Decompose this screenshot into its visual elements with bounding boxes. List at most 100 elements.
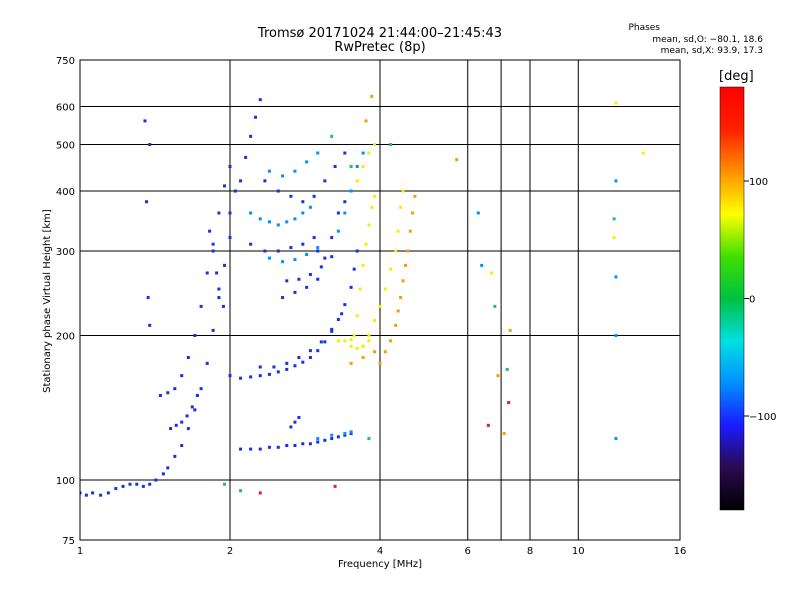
data-point bbox=[249, 134, 253, 138]
data-point bbox=[285, 279, 289, 283]
data-point bbox=[301, 200, 305, 204]
data-point bbox=[355, 164, 359, 168]
data-point bbox=[267, 256, 271, 260]
data-point bbox=[289, 194, 293, 198]
data-point bbox=[293, 258, 297, 262]
data-point bbox=[293, 169, 297, 173]
data-point bbox=[148, 482, 152, 486]
data-point bbox=[169, 427, 173, 431]
data-point bbox=[293, 444, 297, 448]
data-point bbox=[276, 189, 280, 193]
data-point bbox=[205, 361, 209, 365]
data-point bbox=[340, 312, 344, 316]
data-point bbox=[349, 164, 353, 168]
data-point bbox=[336, 229, 340, 233]
data-point bbox=[285, 361, 289, 365]
x-axis-ticks: 1 2 4 6 8 10 16 bbox=[77, 546, 687, 557]
data-point bbox=[258, 491, 262, 495]
data-point bbox=[330, 327, 334, 331]
colorbar-tick-label: −100 bbox=[749, 412, 776, 423]
data-point bbox=[233, 189, 237, 193]
data-point bbox=[301, 211, 305, 215]
x-tick-label: 10 bbox=[572, 546, 585, 557]
data-point bbox=[378, 304, 382, 308]
data-point bbox=[211, 328, 215, 332]
phase-colorbar bbox=[719, 86, 745, 511]
data-point bbox=[394, 249, 398, 253]
data-point bbox=[293, 364, 297, 368]
data-point bbox=[253, 115, 257, 119]
data-point bbox=[91, 491, 95, 495]
data-point bbox=[193, 334, 197, 338]
x-tick-label: 4 bbox=[377, 546, 383, 557]
colorbar-tick-label: 0 bbox=[749, 295, 755, 306]
data-point bbox=[614, 275, 618, 279]
x-axis-label: Frequency [MHz] bbox=[337, 559, 423, 570]
data-point bbox=[84, 493, 88, 497]
x-tick-label: 8 bbox=[527, 546, 533, 557]
data-point bbox=[336, 435, 340, 439]
data-point bbox=[308, 355, 312, 359]
y-tick-label: 500 bbox=[56, 141, 75, 152]
data-point bbox=[180, 444, 184, 448]
data-point bbox=[258, 374, 262, 378]
data-point bbox=[343, 432, 347, 436]
data-point bbox=[413, 194, 417, 198]
data-point bbox=[490, 271, 494, 275]
data-point bbox=[508, 328, 512, 332]
y-tick-label: 400 bbox=[56, 187, 75, 198]
data-point bbox=[281, 174, 285, 178]
data-point bbox=[305, 253, 309, 257]
data-point bbox=[285, 220, 289, 224]
data-point bbox=[614, 334, 618, 338]
data-point bbox=[349, 430, 353, 434]
data-point bbox=[367, 223, 371, 227]
data-point bbox=[480, 263, 484, 267]
data-point bbox=[367, 334, 371, 338]
data-point bbox=[293, 290, 297, 294]
data-point bbox=[308, 442, 312, 446]
data-point bbox=[330, 236, 334, 240]
colorbar-tick-label: 100 bbox=[749, 177, 768, 188]
data-point bbox=[361, 151, 365, 155]
y-tick-label: 750 bbox=[56, 56, 75, 67]
data-point bbox=[316, 246, 320, 250]
data-point bbox=[180, 420, 184, 424]
data-point bbox=[641, 151, 645, 155]
data-point bbox=[336, 339, 340, 343]
data-point bbox=[228, 374, 232, 378]
data-point bbox=[305, 160, 309, 164]
data-point bbox=[217, 211, 221, 215]
data-point bbox=[186, 355, 190, 359]
data-point bbox=[223, 482, 227, 486]
data-point bbox=[323, 438, 327, 442]
data-point bbox=[408, 229, 412, 233]
chart-subtitle: RwPretec (8p) bbox=[334, 40, 426, 55]
data-point bbox=[502, 432, 506, 436]
data-point bbox=[263, 249, 267, 253]
data-point bbox=[249, 242, 253, 246]
data-point bbox=[361, 164, 365, 168]
data-point bbox=[312, 194, 316, 198]
data-point bbox=[297, 355, 301, 359]
data-point bbox=[297, 277, 301, 281]
data-point bbox=[389, 143, 393, 147]
data-point bbox=[349, 361, 353, 365]
data-point bbox=[276, 249, 280, 253]
data-point bbox=[330, 433, 334, 437]
data-point bbox=[146, 296, 150, 300]
data-point bbox=[272, 365, 276, 369]
data-point bbox=[174, 423, 178, 427]
data-point bbox=[396, 229, 400, 233]
data-point bbox=[612, 217, 616, 221]
data-point bbox=[267, 169, 271, 173]
phase-stats-o-mode: mean, sd,O: −80.1, 18.6 bbox=[652, 35, 763, 45]
data-point bbox=[361, 355, 365, 359]
data-point bbox=[394, 323, 398, 327]
data-point bbox=[364, 242, 368, 246]
data-point bbox=[99, 493, 103, 497]
data-point bbox=[507, 401, 511, 405]
data-point bbox=[361, 344, 365, 348]
data-point bbox=[228, 164, 232, 168]
